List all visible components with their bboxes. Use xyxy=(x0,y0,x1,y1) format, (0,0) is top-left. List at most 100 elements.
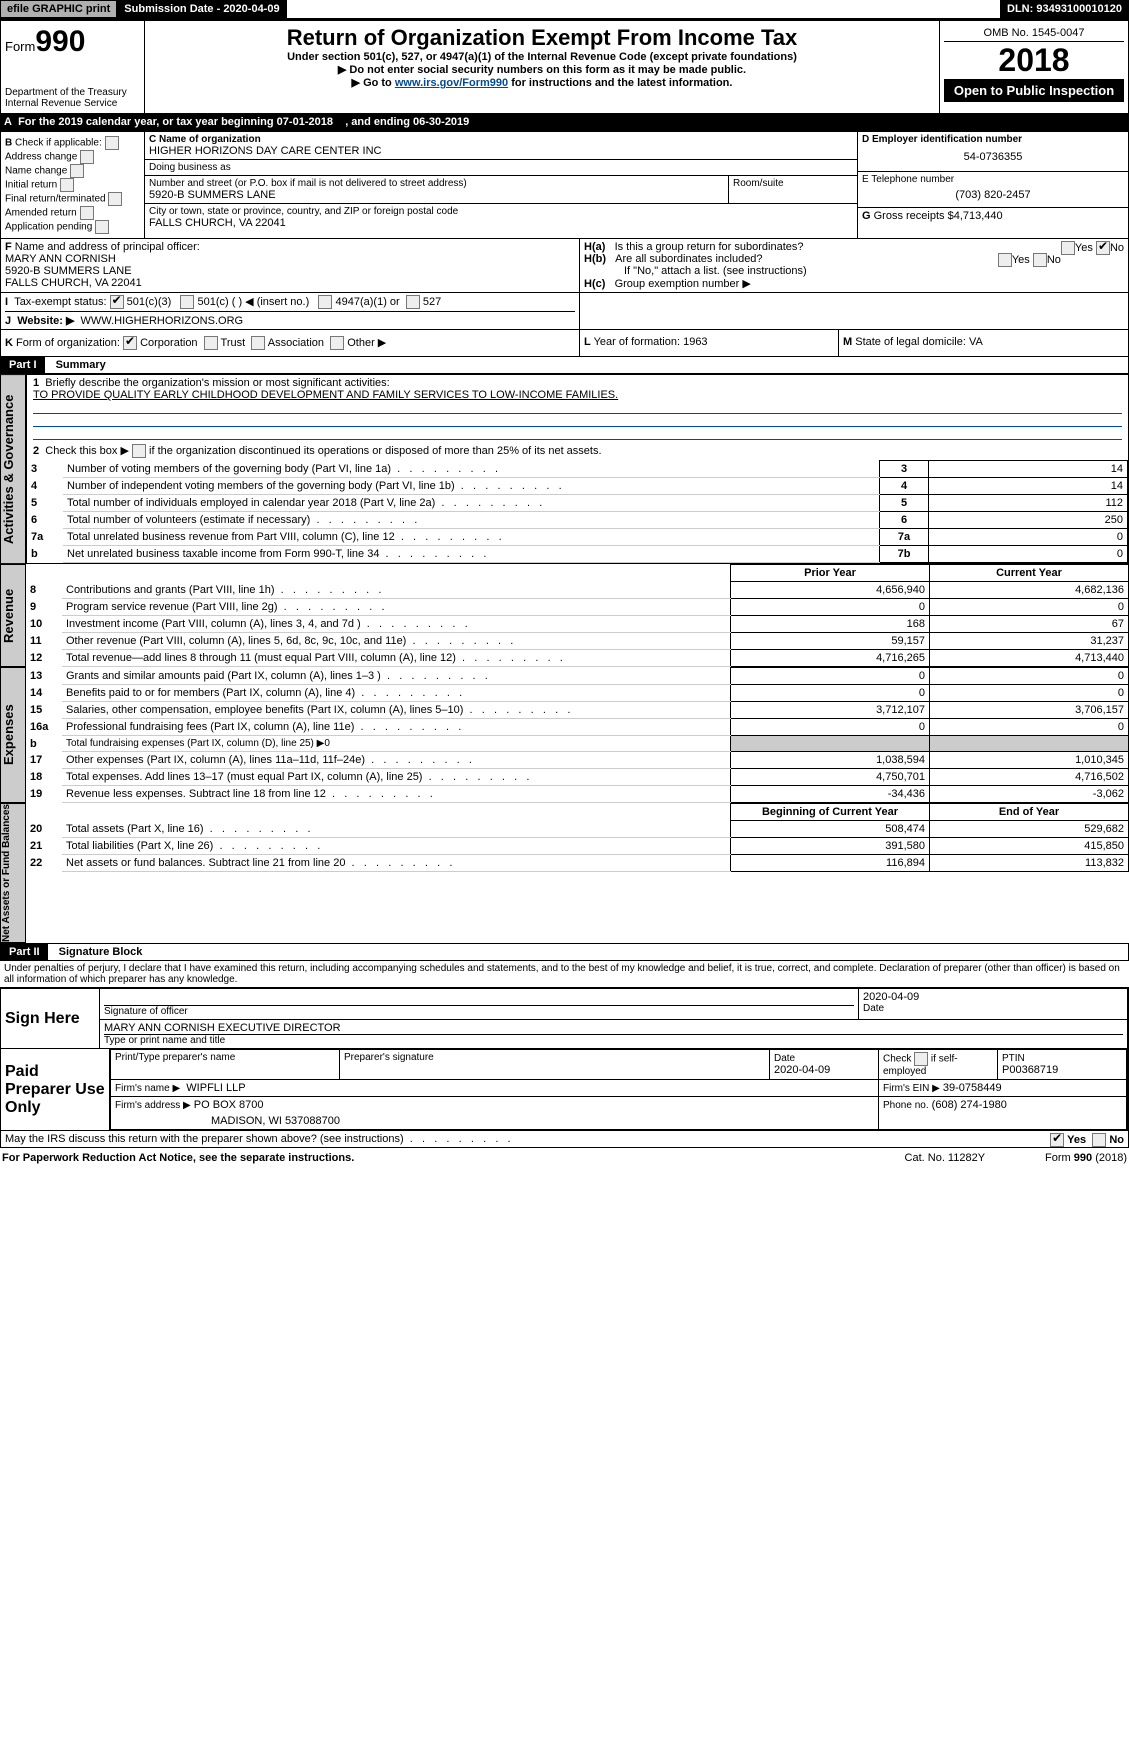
box-e-label: E Telephone number xyxy=(862,174,1124,185)
financial-row: 14Benefits paid to or for members (Part … xyxy=(26,685,1129,702)
ptin: P00368719 xyxy=(1002,1064,1058,1076)
box-b-item: Address change xyxy=(5,150,140,164)
tax-status-row: I Tax-exempt status: 501(c)(3) 501(c) ( … xyxy=(0,293,1129,330)
trust-check[interactable] xyxy=(204,336,218,350)
room-suite: Room/suite xyxy=(729,176,857,203)
summary-row: 6Total number of volunteers (estimate if… xyxy=(27,512,1128,529)
sign-here-label: Sign Here xyxy=(1,989,100,1048)
financial-row: 10Investment income (Part VIII, column (… xyxy=(26,616,1129,633)
summary-row: 7aTotal unrelated business revenue from … xyxy=(27,529,1128,546)
501c-check[interactable] xyxy=(180,295,194,309)
form-page: Form 990 (2018) xyxy=(1045,1152,1127,1164)
financial-row: 15Salaries, other compensation, employee… xyxy=(26,702,1129,719)
financial-row: 12Total revenue—add lines 8 through 11 (… xyxy=(26,650,1129,667)
self-employed-check[interactable] xyxy=(914,1052,928,1066)
box-b-item: Name change xyxy=(5,164,140,178)
box-b-item: Application pending xyxy=(5,220,140,234)
prep-name-hdr: Print/Type preparer's name xyxy=(111,1050,340,1080)
box-b-label: B xyxy=(5,138,12,149)
financial-row: 13Grants and similar amounts paid (Part … xyxy=(26,668,1129,685)
financial-row: 11Other revenue (Part VIII, column (A), … xyxy=(26,633,1129,650)
summary-row: 3Number of voting members of the governi… xyxy=(27,461,1128,478)
telephone: (703) 820-2457 xyxy=(862,185,1124,205)
financial-row: 20Total assets (Part X, line 16)508,4745… xyxy=(26,821,1129,838)
irs-link[interactable]: www.irs.gov/Form990 xyxy=(395,77,508,89)
box-b-item: Amended return xyxy=(5,206,140,220)
box-b-item: Initial return xyxy=(5,178,140,192)
omb-number: OMB No. 1545-0047 xyxy=(944,25,1124,42)
financial-row: 9Program service revenue (Part VIII, lin… xyxy=(26,599,1129,616)
part-1-header: Part I Summary xyxy=(0,357,1129,374)
ha-yes-check[interactable] xyxy=(1061,241,1075,255)
tax-year: 2018 xyxy=(944,42,1124,79)
file-header: efile GRAPHIC print Submission Date - 20… xyxy=(0,0,1129,20)
ein: 54-0736355 xyxy=(862,145,1124,169)
dba-label: Doing business as xyxy=(149,162,853,173)
dln: DLN: 93493100010120 xyxy=(1000,0,1129,18)
irs-label: Internal Revenue Service xyxy=(5,98,140,109)
527-check[interactable] xyxy=(406,295,420,309)
officer-group-block: F Name and address of principal officer:… xyxy=(0,239,1129,293)
activities-governance-section: Activities & Governance 1 Briefly descri… xyxy=(0,374,1129,564)
summary-row: 5Total number of individuals employed in… xyxy=(27,495,1128,512)
efile-tag: efile GRAPHIC print xyxy=(0,0,117,18)
firm-city: MADISON, WI 537088700 xyxy=(111,1113,879,1130)
paid-preparer-row: Paid Preparer Use Only Print/Type prepar… xyxy=(0,1049,1129,1131)
hc-label: H(c) xyxy=(584,278,605,290)
financial-row: 17Other expenses (Part IX, column (A), l… xyxy=(26,752,1129,769)
financial-row: 19Revenue less expenses. Subtract line 1… xyxy=(26,786,1129,803)
org-name: HIGHER HORIZONS DAY CARE CENTER INC xyxy=(149,145,853,157)
box-b-item: Final return/terminated xyxy=(5,192,140,206)
discontinued-check[interactable] xyxy=(132,444,146,458)
open-inspection: Open to Public Inspection xyxy=(944,79,1124,102)
entity-block: B Check if applicable: Address change Na… xyxy=(0,131,1129,239)
box-j-label: J xyxy=(5,315,11,327)
side-revenue: Revenue xyxy=(0,564,26,667)
ha-no-check[interactable] xyxy=(1096,241,1110,255)
officer-name-title: MARY ANN CORNISH EXECUTIVE DIRECTOR xyxy=(104,1022,1123,1035)
prep-sig-hdr: Preparer's signature xyxy=(340,1050,770,1080)
subtitle-1: Under section 501(c), 527, or 4947(a)(1)… xyxy=(149,51,935,63)
street-address: 5920-B SUMMERS LANE xyxy=(149,189,724,201)
subtitle-2: ▶ Do not enter social security numbers o… xyxy=(149,63,935,76)
column-header: Prior YearCurrent Year xyxy=(26,565,1129,582)
ha-label: H(a) xyxy=(584,241,605,253)
part1-title: Summary xyxy=(48,359,106,371)
501c3-check[interactable] xyxy=(110,295,124,309)
sig-officer-label: Signature of officer xyxy=(104,1006,854,1017)
subtitle-3: ▶ Go to www.irs.gov/Form990 for instruct… xyxy=(149,76,935,89)
box-d-label: D Employer identification number xyxy=(862,134,1124,145)
corp-check[interactable] xyxy=(123,336,137,350)
box-k-label: K xyxy=(5,337,13,349)
box-i-label: I xyxy=(5,296,8,308)
check-applicable[interactable] xyxy=(105,136,119,150)
officer-name: MARY ANN CORNISH xyxy=(5,253,116,265)
part-2-header: Part II Signature Block xyxy=(0,943,1129,961)
hb-yes-check[interactable] xyxy=(998,253,1012,267)
paid-preparer-label: Paid Preparer Use Only xyxy=(1,1049,110,1130)
hb-no-check[interactable] xyxy=(1033,253,1047,267)
state-domicile: VA xyxy=(969,336,983,348)
year-formation: 1963 xyxy=(683,336,707,348)
prep-date: 2020-04-09 xyxy=(774,1064,830,1076)
firm-phone: (608) 274-1980 xyxy=(932,1099,1007,1111)
discuss-no-check[interactable] xyxy=(1092,1133,1106,1147)
discuss-row: May the IRS discuss this return with the… xyxy=(0,1131,1129,1148)
financial-row: 18Total expenses. Add lines 13–17 (must … xyxy=(26,769,1129,786)
assoc-check[interactable] xyxy=(251,336,265,350)
hb-label: H(b) xyxy=(584,253,606,265)
klm-row: K Form of organization: Corporation Trus… xyxy=(0,330,1129,357)
box-m-label: M xyxy=(843,336,852,348)
form-number: Form990 xyxy=(5,25,140,59)
side-activities: Activities & Governance xyxy=(0,374,26,564)
4947-check[interactable] xyxy=(318,295,332,309)
other-check[interactable] xyxy=(330,336,344,350)
summary-row: 4Number of independent voting members of… xyxy=(27,478,1128,495)
financial-row: 16aProfessional fundraising fees (Part I… xyxy=(26,719,1129,736)
discuss-yes-check[interactable] xyxy=(1050,1133,1064,1147)
box-f-label: F xyxy=(5,241,12,253)
financial-row: bTotal fundraising expenses (Part IX, co… xyxy=(26,736,1129,752)
summary-row: bNet unrelated business taxable income f… xyxy=(27,546,1128,563)
revenue-section: Revenue Prior YearCurrent Year8Contribut… xyxy=(0,564,1129,667)
perjury-statement: Under penalties of perjury, I declare th… xyxy=(0,961,1129,988)
